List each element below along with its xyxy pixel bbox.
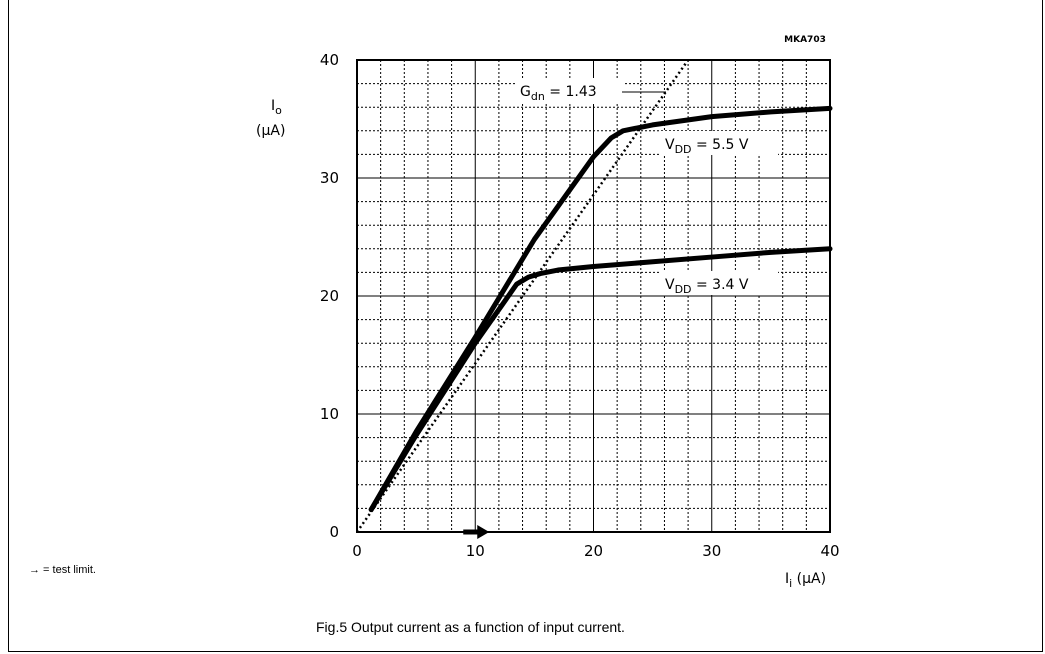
test-limit-arrow-head xyxy=(477,525,490,539)
labels-layer: Io (μA) Ii (μA) MKA703 VDD = 5.5 V VDD = 3.4 … xyxy=(256,35,826,590)
series-layer xyxy=(355,59,833,533)
series-line-2 xyxy=(355,59,690,533)
y-axis-label: Io xyxy=(271,98,282,117)
y-tick-label: 10 xyxy=(320,405,339,423)
axes: 0 10 20 30 40 0 10 20 30 40 xyxy=(320,51,840,560)
figure-caption: Fig.5 Output current as a function of in… xyxy=(316,619,625,635)
x-tick-label: 0 xyxy=(352,542,362,560)
y-axis-unit: (μA) xyxy=(256,123,285,139)
label-bg xyxy=(660,271,778,295)
label-bg xyxy=(515,78,623,104)
grid xyxy=(356,59,831,533)
series-label-gdn: Gdn = 1.43 xyxy=(520,84,597,103)
label-bg xyxy=(660,131,778,155)
series-line-1 xyxy=(368,246,833,513)
figure-code: MKA703 xyxy=(784,35,826,45)
test-limit-note: → = test limit. xyxy=(29,564,96,576)
x-tick-label: 10 xyxy=(466,542,485,560)
y-tick-label: 0 xyxy=(329,523,339,541)
figure-frame xyxy=(8,0,1043,652)
plot-border xyxy=(356,59,831,533)
x-tick-label: 40 xyxy=(820,542,839,560)
y-tick-label: 30 xyxy=(320,169,339,187)
y-tick-label: 20 xyxy=(320,287,339,305)
series-label-vdd34: VDD = 3.4 V xyxy=(665,277,749,296)
x-tick-label: 30 xyxy=(702,542,721,560)
x-axis-label: Ii (μA) xyxy=(785,571,826,590)
x-tick-label: 20 xyxy=(584,542,603,560)
series-label-vdd55: VDD = 5.5 V xyxy=(665,137,749,156)
series-line-0 xyxy=(368,105,833,513)
y-tick-label: 40 xyxy=(320,51,339,69)
